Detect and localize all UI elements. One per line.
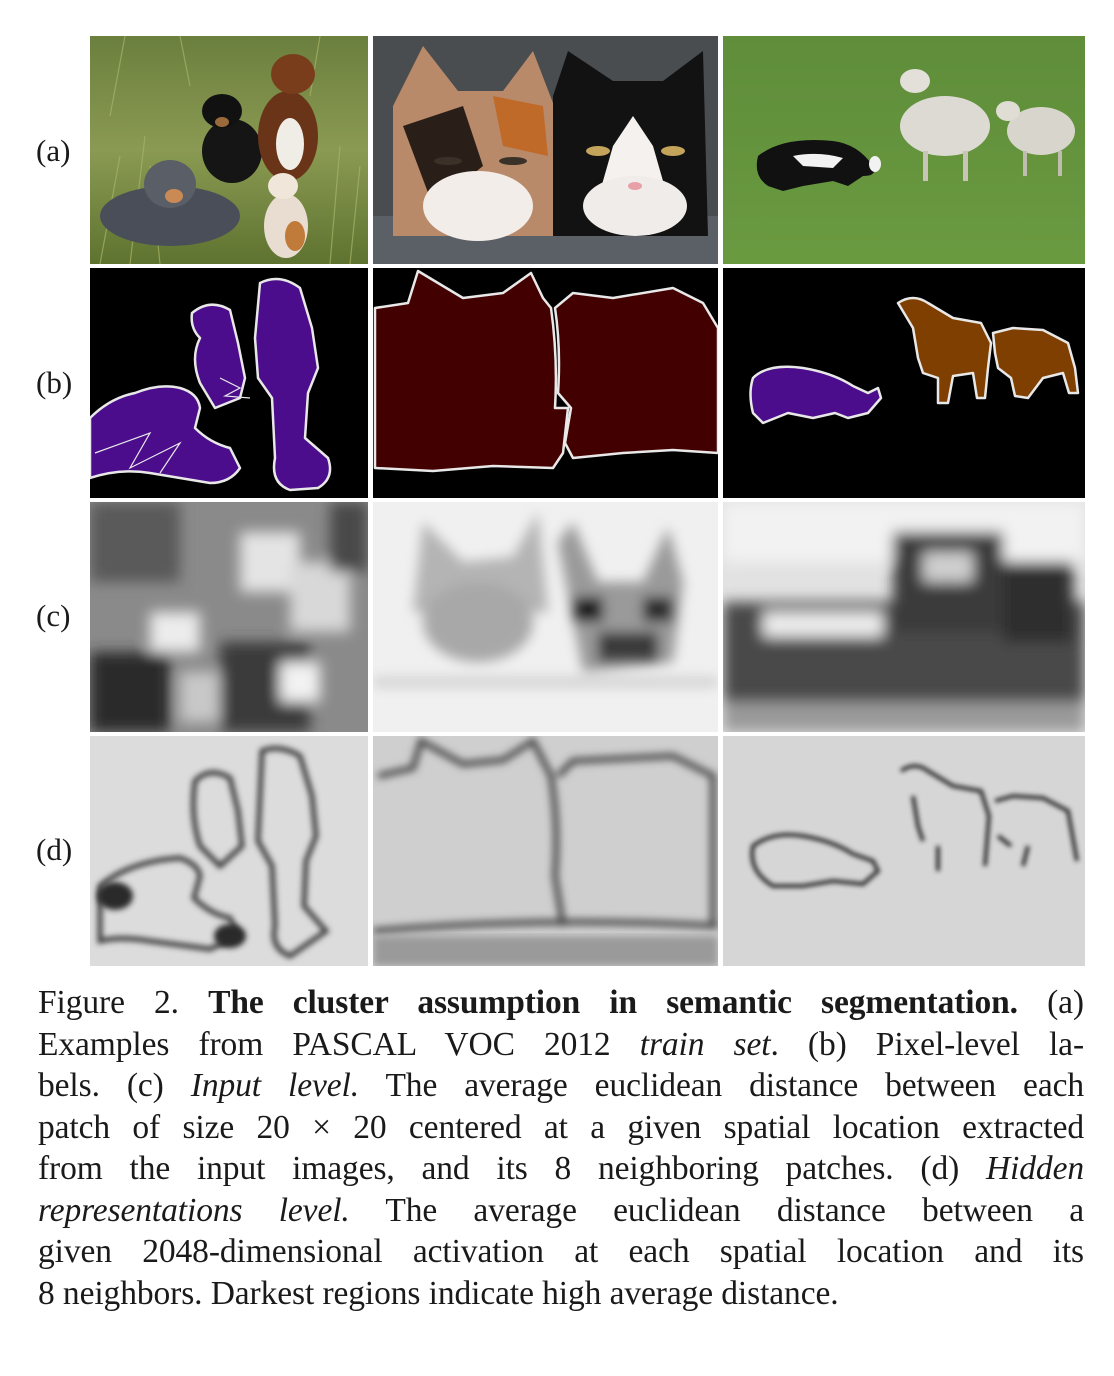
input-level-map-sheep <box>723 502 1085 732</box>
input-level-map-cats <box>373 502 718 732</box>
photo-cats <box>373 36 718 264</box>
figure-caption: Figure 2. The cluster assumption in sema… <box>38 982 1084 1314</box>
caption-line-7: given 2048-dimensional activation at eac… <box>38 1233 1084 1270</box>
caption-line-8: 8 neighbors. Darkest regions indicate hi… <box>38 1274 839 1312</box>
photo-sheep <box>723 36 1085 264</box>
caption-hidden: Hidden <box>985 1150 1084 1187</box>
caption-ref-a: (a) <box>1047 984 1084 1021</box>
caption-line-4: patch of size 20 × 20 centered at a give… <box>38 1108 1084 1146</box>
seg-label-cats <box>373 268 718 498</box>
hidden-level-map-sheep <box>723 736 1085 966</box>
caption-hidden-level: representations level. <box>38 1191 350 1229</box>
caption-title: The cluster assumption in semantic segme… <box>208 984 1018 1021</box>
caption-train-set: train set <box>639 1025 771 1063</box>
input-level-map-dogs <box>90 502 368 732</box>
seg-label-dogs <box>90 268 368 498</box>
caption-line-5: from the input images, and its 8 neighbo… <box>38 1150 1084 1187</box>
seg-label-sheep <box>723 268 1085 498</box>
caption-line-3: bels. (c) Input level. The average eucli… <box>38 1067 1085 1104</box>
caption-input-level: Input level. <box>190 1067 360 1104</box>
caption-figure-label: Figure 2. <box>38 984 179 1021</box>
caption-line-2: Examples from PASCAL VOC 2012 train set.… <box>38 1025 1085 1063</box>
caption-line-1: Figure 2. The cluster assumption in sema… <box>38 982 1084 1024</box>
caption-line-6: representations level. The average eucli… <box>38 1191 1084 1229</box>
row-label-a: (a) <box>36 133 71 168</box>
hidden-level-map-dogs <box>90 736 368 966</box>
photo-dogs <box>90 36 368 264</box>
row-label-b: (b) <box>36 365 73 400</box>
row-label-c: (c) <box>36 598 71 633</box>
row-label-d: (d) <box>36 832 73 867</box>
hidden-level-map-cats <box>373 736 718 966</box>
